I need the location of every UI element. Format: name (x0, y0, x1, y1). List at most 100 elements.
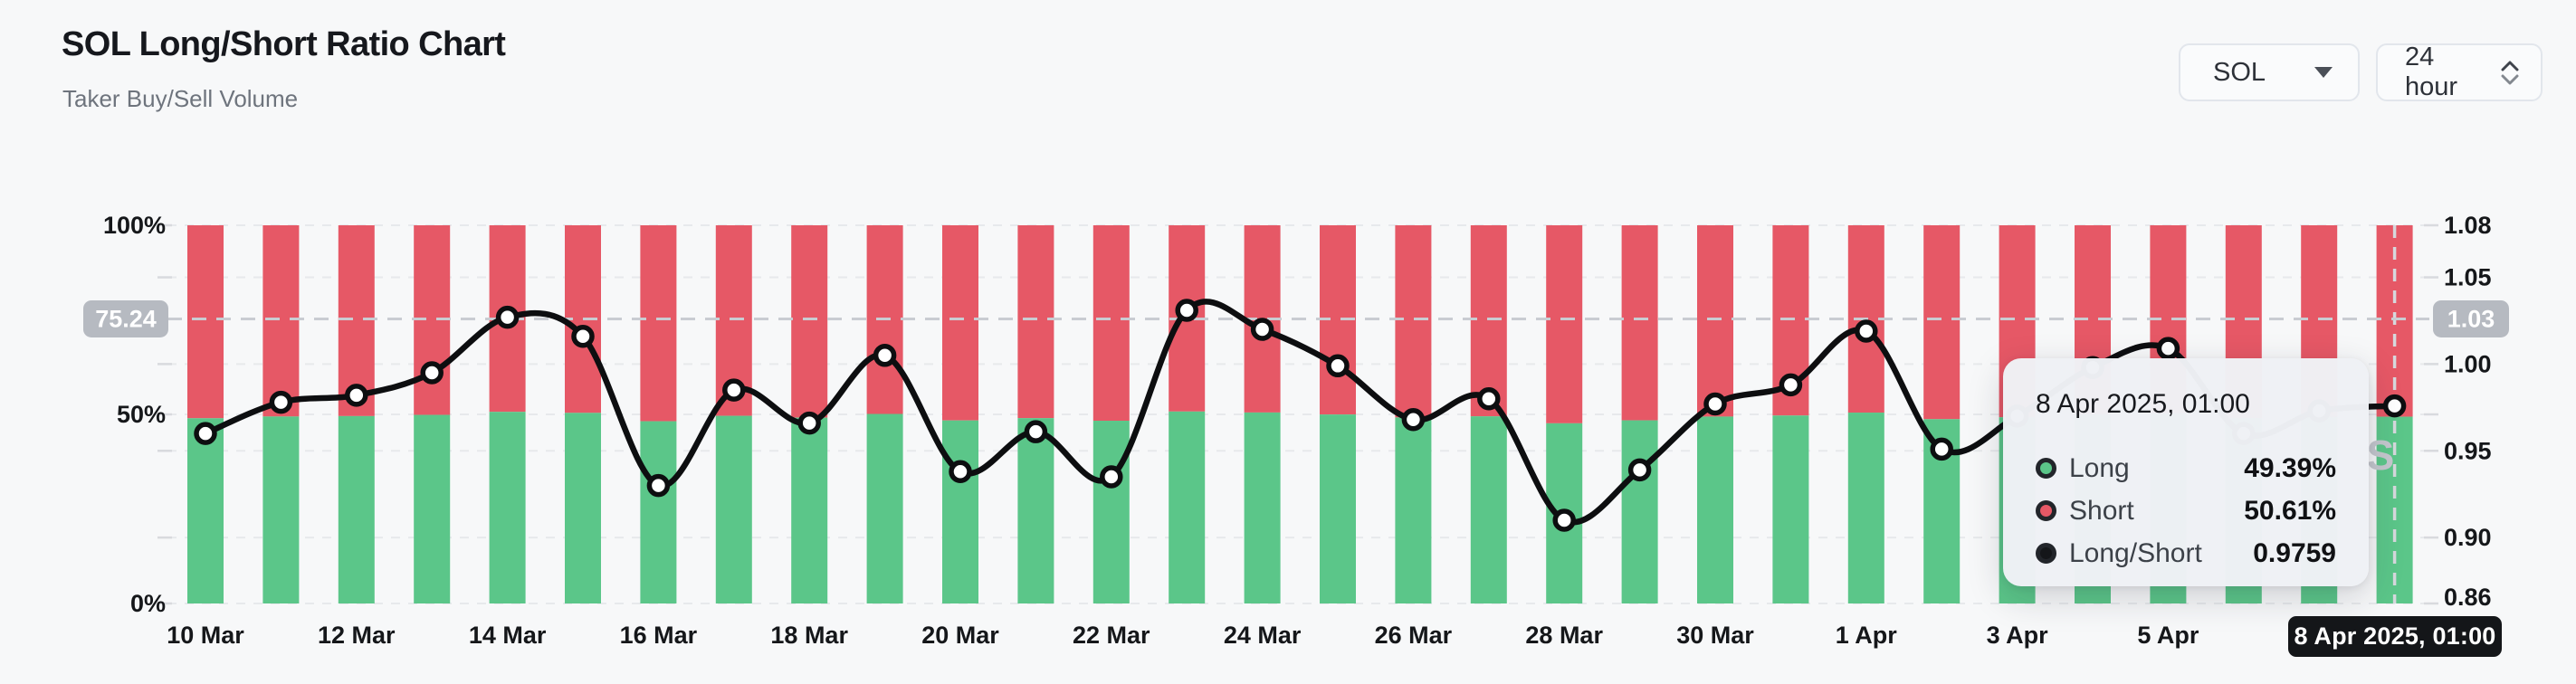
ratio-line-point[interactable] (1024, 420, 1048, 443)
right-axis-tick: 0.95 (2444, 437, 2492, 464)
ratio-line-point[interactable] (2382, 394, 2407, 418)
x-axis-cursor-badge: 8 Apr 2025, 01:00 (2288, 616, 2502, 657)
bar-short[interactable] (1697, 225, 1733, 417)
right-axis-tick: 1.05 (2444, 264, 2492, 291)
crosshair-right-badge: 1.03 (2433, 299, 2509, 337)
short-legend-dot-icon (2036, 500, 2056, 521)
ratio-line-point[interactable] (1250, 318, 1274, 341)
bar-long[interactable] (1017, 418, 1054, 603)
ratio-line-point[interactable] (1552, 508, 1576, 532)
x-axis-tick: 10 Mar (167, 622, 244, 649)
bar-short[interactable] (1546, 225, 1583, 423)
bar-short[interactable] (942, 225, 978, 421)
x-axis-tick: 12 Mar (318, 622, 396, 649)
gridlines (157, 223, 2438, 605)
bar-long[interactable] (1470, 416, 1507, 603)
ratio-line-point[interactable] (2156, 337, 2180, 360)
coin-select[interactable]: SOL (2179, 43, 2360, 101)
x-axis-tick: 28 Mar (1525, 622, 1603, 649)
bar-long[interactable] (866, 413, 903, 603)
right-axis-tick: 1.08 (2444, 212, 2492, 239)
svg-text:1.03: 1.03 (2447, 305, 2495, 332)
ratio-line-point[interactable] (722, 378, 746, 402)
bar-long[interactable] (187, 418, 224, 603)
bar-short[interactable] (262, 225, 300, 417)
interval-select-value: 24 hour (2405, 43, 2458, 101)
tooltip-row-ratio: Long/Short 0.9759 (2036, 532, 2336, 575)
x-axis-tick: 22 Mar (1073, 622, 1150, 649)
coin-select-value: SOL (2213, 57, 2266, 87)
long-legend-dot-icon (2036, 458, 2056, 479)
bar-short[interactable] (1092, 225, 1130, 422)
x-axis-tick: 26 Mar (1375, 622, 1453, 649)
bar-long[interactable] (1847, 413, 1884, 603)
tooltip-ratio-label: Long/Short (2069, 537, 2202, 568)
bar-long[interactable] (262, 416, 300, 603)
bar-long[interactable] (1697, 416, 1733, 603)
x-axis-tick: 1 Apr (1836, 622, 1898, 649)
bar-long[interactable] (1772, 415, 1809, 603)
ratio-line-point[interactable] (194, 422, 217, 445)
bar-long[interactable] (791, 417, 828, 603)
ratio-line-point[interactable] (797, 411, 821, 435)
bar-short[interactable] (1017, 225, 1054, 419)
bar-long[interactable] (1320, 414, 1356, 603)
x-axis-tick: 18 Mar (770, 622, 848, 649)
ratio-line-point[interactable] (949, 460, 972, 484)
bar-short[interactable] (187, 225, 224, 419)
ratio-line-point[interactable] (420, 361, 444, 385)
right-axis-tick: 0.86 (2444, 584, 2492, 611)
ratio-line-point[interactable] (1175, 299, 1198, 322)
left-axis-tick: 0% (130, 590, 166, 617)
bar-long[interactable] (1244, 412, 1281, 603)
bar-long[interactable] (414, 414, 451, 603)
bar-short[interactable] (1923, 225, 1961, 420)
bar-long[interactable] (640, 421, 677, 603)
bar-short[interactable] (1470, 225, 1507, 417)
tooltip-row-long: Long 49.39% (2036, 447, 2336, 489)
left-axis-tick: 50% (117, 401, 166, 428)
bar-long[interactable] (489, 412, 526, 603)
ratio-line-point[interactable] (345, 384, 368, 407)
ratio-line-point[interactable] (1326, 354, 1350, 378)
bar-long[interactable] (1169, 411, 1206, 603)
page-subtitle: Taker Buy/Sell Volume (62, 85, 299, 112)
bar-long[interactable] (338, 415, 375, 603)
tooltip-long-label: Long (2069, 452, 2130, 483)
interval-select[interactable]: 24 hour (2376, 43, 2543, 101)
bar-long[interactable] (715, 415, 752, 603)
x-axis-tick: 16 Mar (620, 622, 698, 649)
ratio-line-point[interactable] (269, 390, 293, 414)
bar-long[interactable] (1092, 421, 1130, 603)
bar-short[interactable] (640, 225, 677, 422)
x-axis-tick: 3 Apr (1987, 622, 2049, 649)
x-axis-tick: 24 Mar (1224, 622, 1302, 649)
chevron-up-down-icon (2501, 61, 2519, 85)
bar-long[interactable] (942, 420, 978, 603)
ratio-line-point[interactable] (1703, 392, 1727, 416)
ratio-line-point[interactable] (1930, 437, 1953, 461)
tooltip-short-value: 50.61% (2244, 495, 2336, 526)
ratio-line-point[interactable] (873, 344, 897, 367)
tooltip-short-label: Short (2069, 495, 2134, 526)
ratio-line-point[interactable] (1779, 373, 1803, 397)
ratio-line-point[interactable] (1627, 458, 1652, 482)
ratio-line-point[interactable] (495, 305, 520, 329)
bar-long[interactable] (1621, 420, 1658, 603)
bar-long[interactable] (1395, 417, 1432, 603)
bar-long[interactable] (565, 413, 601, 603)
ratio-line-point[interactable] (1401, 408, 1426, 432)
bar-short[interactable] (791, 225, 828, 418)
tooltip-ratio-value: 0.9759 (2253, 537, 2336, 568)
ratio-line-point[interactable] (1477, 386, 1501, 411)
bar-short[interactable] (1395, 225, 1432, 418)
ratio-line-point[interactable] (571, 324, 595, 348)
x-axis-tick: 5 Apr (2137, 622, 2199, 649)
ratio-line-point[interactable] (1100, 465, 1123, 489)
ratio-line-point[interactable] (646, 473, 671, 498)
x-axis-tick: 14 Mar (469, 622, 547, 649)
ratio-line-point[interactable] (1855, 319, 1878, 343)
bar-short[interactable] (1621, 225, 1658, 421)
